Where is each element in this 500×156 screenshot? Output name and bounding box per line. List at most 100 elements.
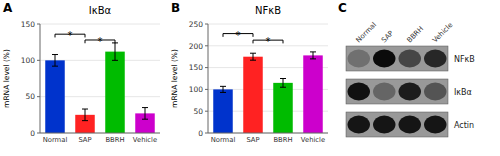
bar [273,83,293,133]
y-tick-label: 0 [198,129,203,138]
significance-label: * [68,30,73,41]
column-label: BBRH [406,25,426,45]
error-cap [52,54,58,55]
error-bar [52,55,58,67]
significance-label: * [236,30,241,41]
title: NFκB [255,5,281,16]
y-tick-label: 50 [25,92,35,101]
y-tick-label: 0 [30,129,35,138]
bar [243,57,263,133]
error-cap [112,60,118,61]
error-bar [142,108,148,120]
column-label: SAP [380,29,395,44]
x-tick-label: Normal [43,136,68,144]
band [373,116,395,134]
band [399,83,421,101]
blot-strip [346,46,448,71]
grid-line [40,24,160,25]
y-axis [40,24,41,133]
panel-label: A [3,1,13,15]
grid-line [208,24,328,25]
band [424,116,446,134]
x-axis [40,133,160,134]
band [348,116,370,134]
blot-strip [346,112,448,137]
error-cap [250,53,256,54]
error-line [313,52,314,59]
band [424,83,446,101]
figure: AIκBαmRNA level (%)050100150NormalSAPBBR… [0,0,500,156]
significance-label: * [266,36,271,47]
band [348,50,370,68]
error-cap [142,119,148,120]
error-cap [142,107,148,108]
x-tick-label: SAP [246,136,259,144]
y-axis-label: mRNA level (%) [170,49,179,108]
error-cap [220,92,226,93]
y-axis-label: mRNA level (%) [2,49,11,108]
error-cap [310,58,316,59]
error-line [115,43,116,60]
x-tick-label: SAP [78,136,91,144]
bar [303,55,323,133]
error-line [253,53,254,60]
panel-label: C [338,1,347,15]
grid-line [208,133,328,134]
grid-line [40,133,160,134]
plot-area [45,43,155,133]
bar-panel: A IκBα mRNA level (%) 0 50 100 150 Normal SAP BBR… [2,1,160,144]
blot-panel: C NormalSAP BBRHVehicle NFκB IκBα Actin [338,1,475,137]
bar-panel: B NFκB mRNA level (%) 0 50 100 150 200 250 Normal… [170,1,328,144]
significance-label: * [98,36,103,47]
bar [213,89,233,133]
error-line [85,109,86,121]
error-line [283,79,284,88]
column-label: Normal [355,21,379,45]
band [373,83,395,101]
error-bar [310,52,316,59]
bar [105,52,125,133]
y-tick-label: 150 [189,63,204,72]
blot-strip [346,79,448,104]
panel-label: B [171,1,180,15]
bar [45,60,65,133]
band [373,50,395,68]
y-tick-label: 50 [193,107,203,116]
error-cap [52,66,58,67]
band [399,50,421,68]
x-tick-label: Normal [211,136,236,144]
x-tick-label: BBRH [273,136,292,144]
row-label: Actin [454,121,474,130]
column-label: Vehicle [431,21,454,44]
band [348,83,370,101]
y-tick-label: 150 [21,20,36,29]
x-tick-label: Vehicle [301,136,325,144]
error-cap [280,87,286,88]
plot-area [213,52,323,133]
y-tick-label: 250 [189,20,204,29]
y-tick-label: 200 [189,42,204,51]
band [424,50,446,68]
error-cap [250,60,256,61]
y-tick-label: 100 [21,56,36,65]
error-cap [82,109,88,110]
error-bar [250,53,256,60]
error-line [223,86,224,92]
error-line [145,108,146,120]
x-tick-label: BBRH [105,136,124,144]
error-cap [310,51,316,52]
row-label: NFκB [454,55,475,64]
error-bar [112,43,118,60]
y-tick-label: 100 [189,85,204,94]
x-tick-label: Vehicle [133,136,157,144]
error-bar [82,109,88,121]
y-axis [208,24,209,133]
error-cap [82,120,88,121]
x-axis [208,133,328,134]
band [399,116,421,134]
error-line [55,55,56,67]
row-label: IκBα [454,88,472,97]
title: IκBα [89,5,112,16]
error-bar [280,79,286,88]
error-cap [220,86,226,87]
